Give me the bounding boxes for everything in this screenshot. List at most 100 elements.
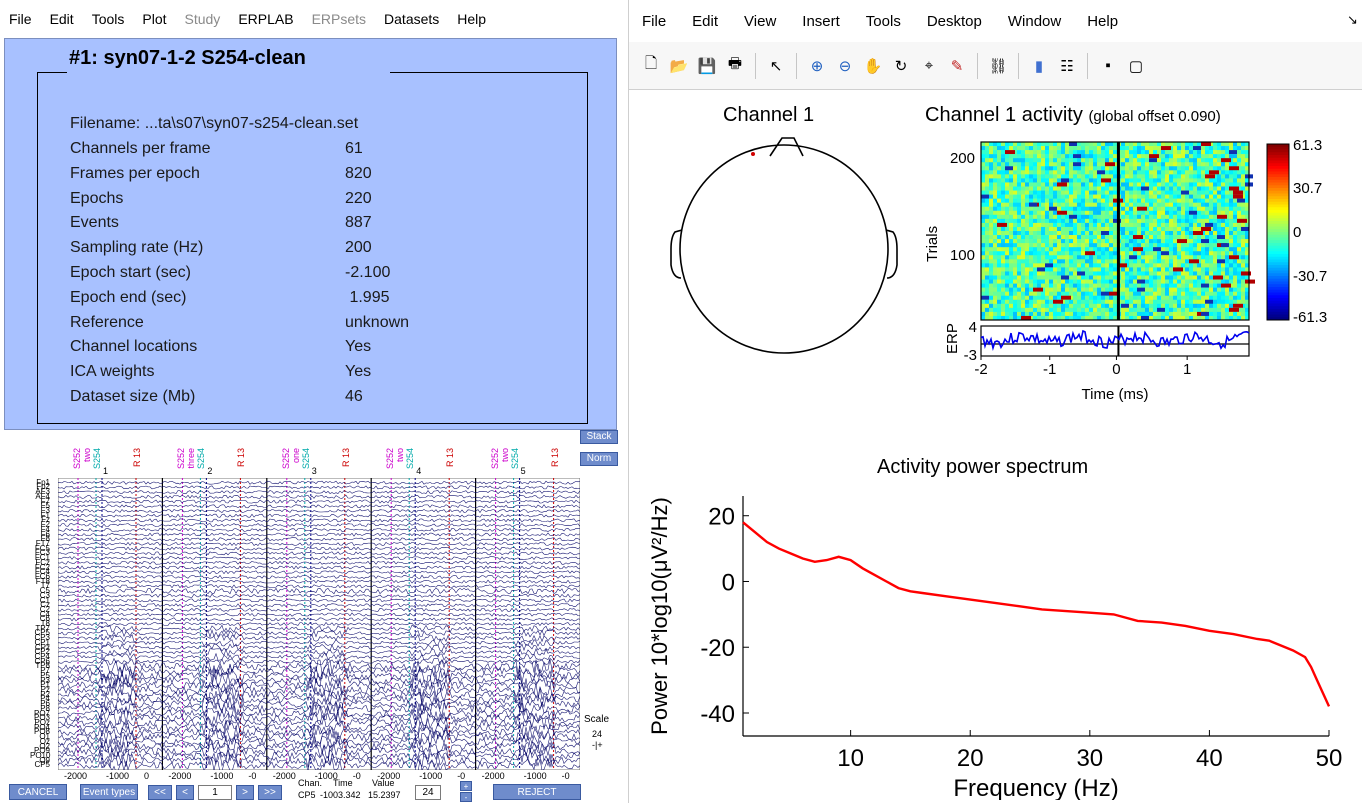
erp-image-cell [1225, 311, 1230, 317]
rotate-icon[interactable]: ↻ [894, 57, 908, 75]
erp-image-cell [1089, 295, 1094, 301]
erp-image-cell [1213, 303, 1218, 309]
menu-help[interactable]: Help [457, 11, 487, 27]
erp-image-cell [1185, 198, 1190, 203]
erp-image-cell [1241, 307, 1246, 313]
open-folder-icon[interactable]: 📂 [669, 57, 689, 75]
save-icon[interactable]: 💾 [697, 57, 717, 75]
menu-erplab[interactable]: ERPLAB [238, 11, 294, 27]
zoom-in-icon[interactable]: ⊕ [810, 57, 824, 75]
erp-image-cell [1057, 267, 1062, 272]
erp-image-dip [1217, 259, 1225, 264]
erp-image-cell [1053, 287, 1058, 292]
erp-image-cell [1193, 239, 1198, 244]
pointer-icon[interactable]: ↖ [769, 57, 783, 75]
figure-menu-tools[interactable]: Tools [865, 12, 901, 30]
colorbar-segment [1267, 223, 1289, 227]
channel-trace [58, 513, 580, 518]
epoch-number: 3 [311, 466, 317, 476]
prev-epoch-button[interactable]: < [176, 785, 194, 800]
erp-image-cell [1157, 194, 1162, 199]
erp-image-cell [1061, 307, 1066, 313]
erp-image-cell [1209, 303, 1214, 309]
zoom-out-icon[interactable]: ⊖ [838, 57, 852, 75]
erp-image-cell [1217, 231, 1222, 236]
figure-menu-edit[interactable]: Edit [692, 12, 719, 30]
erp-image-cell [1169, 194, 1174, 199]
data-cursor-icon[interactable]: ⌖ [924, 57, 934, 74]
erp-image-cell [997, 239, 1002, 244]
erp-image-cell [1005, 178, 1010, 183]
erp-image-cell [1193, 287, 1198, 292]
scale-input[interactable]: 24 [415, 785, 441, 800]
legend-icon[interactable]: ☷ [1060, 57, 1074, 75]
erp-image-cell [1125, 291, 1130, 297]
figure-menu-help[interactable]: Help [1087, 12, 1119, 30]
norm-button[interactable]: Norm [580, 452, 618, 466]
brush-icon[interactable]: ✎ [950, 57, 964, 75]
channel-label: TP8 [35, 661, 50, 671]
channel-trace [58, 629, 580, 638]
menu-datasets[interactable]: Datasets [384, 11, 440, 27]
eeg-scroll-plot[interactable] [58, 478, 580, 770]
menu-edit[interactable]: Edit [49, 11, 74, 27]
figure-menu-desktop[interactable]: Desktop [926, 12, 982, 30]
first-epoch-button[interactable]: << [148, 785, 172, 800]
erp-image-cell [1013, 231, 1018, 236]
erp-image-cell [1113, 206, 1118, 212]
erp-image-cell [1213, 279, 1218, 284]
erp-image-cell [1125, 210, 1130, 216]
reject-button[interactable]: REJECT [493, 784, 581, 800]
last-epoch-button[interactable]: >> [258, 785, 282, 800]
print-icon[interactable]: 🖶 [727, 55, 743, 72]
erp-image-cell [1233, 162, 1238, 167]
erp-image-cell [1037, 190, 1042, 195]
scale-minus-button[interactable]: - [460, 792, 472, 802]
event-types-button[interactable]: Event types [80, 784, 138, 800]
erp-image-cell [1101, 206, 1106, 212]
figure-menu-insert[interactable]: Insert [802, 12, 840, 30]
erp-image-cell [1001, 291, 1006, 297]
show-plot-tools-icon[interactable]: ▢ [1128, 57, 1144, 75]
link-icon[interactable]: ⛓ [988, 57, 1008, 75]
erp-image-cell [1045, 150, 1050, 155]
menu-study[interactable]: Study [184, 11, 221, 27]
erp-image-cell [1081, 162, 1086, 167]
next-epoch-button[interactable]: > [236, 785, 254, 800]
erp-image-cell [1225, 146, 1230, 151]
erp-image-cell [1089, 299, 1094, 305]
figure-menu-view[interactable]: View [744, 12, 777, 30]
pan-icon[interactable]: ✋ [863, 57, 883, 75]
dock-arrow-icon[interactable]: ↘ [1347, 12, 1358, 27]
erp-image-cell [1213, 158, 1218, 163]
menu-file[interactable]: File [9, 11, 32, 27]
erp-image-cell [1065, 235, 1070, 240]
erp-image-cell [1225, 166, 1230, 171]
scale-plus-button[interactable]: + [460, 781, 472, 791]
menu-plot[interactable]: Plot [142, 11, 167, 27]
colorbar-icon[interactable]: ▮ [1034, 57, 1044, 75]
erp-image-cell [989, 243, 994, 248]
menu-tools[interactable]: Tools [91, 11, 125, 27]
stack-button[interactable]: Stack [580, 430, 618, 444]
erp-image-cell [1225, 182, 1230, 187]
figure-menu-file[interactable]: File [642, 12, 667, 30]
new-file-icon[interactable]: 🗋 [644, 55, 658, 72]
hide-plot-tools-icon[interactable]: ▪ [1105, 57, 1111, 74]
cancel-button[interactable]: CANCEL [9, 784, 67, 800]
info-label: Sampling rate (Hz) [70, 239, 204, 257]
erp-image-cell [1157, 170, 1162, 175]
erp-image-cell [1061, 283, 1066, 288]
erp-image-cell [1225, 291, 1230, 297]
menu-erpsets[interactable]: ERPsets [311, 11, 367, 27]
erp-image-cell [1053, 283, 1058, 288]
erp-image-cell [1125, 178, 1130, 183]
erp-image-cell [1097, 303, 1102, 309]
erp-image-cell [993, 198, 998, 203]
figure-menu-window[interactable]: Window [1007, 12, 1062, 30]
erp-image-dip [1037, 267, 1045, 272]
erp-image-cell [1169, 222, 1174, 228]
epoch-input[interactable]: 1 [198, 785, 232, 800]
